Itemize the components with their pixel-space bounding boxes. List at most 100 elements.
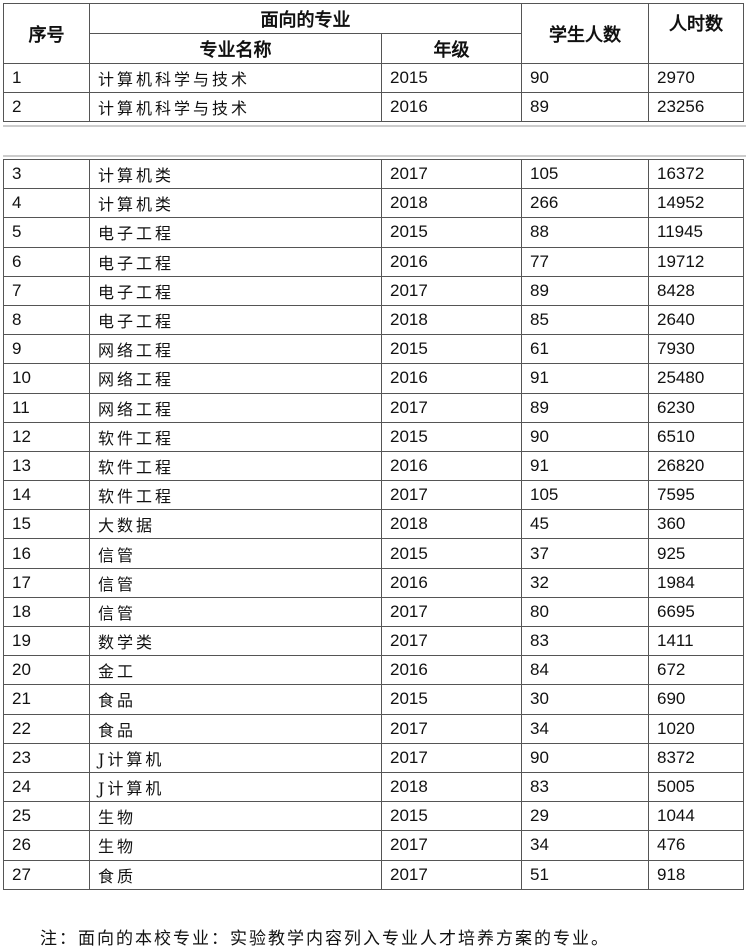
cell-index: 2: [3, 92, 90, 122]
cell-students: 84: [521, 655, 649, 686]
cell-grade: 2017: [381, 275, 522, 306]
cell-hours: 1044: [648, 801, 744, 832]
cell-major-name: 计算机科学与技术: [89, 63, 382, 93]
page-break-line: [3, 155, 746, 157]
cell-students: 83: [521, 625, 649, 657]
cell-hours: 19712: [648, 246, 744, 277]
table-row: 4 计算机类 2018 266 14952: [3, 188, 744, 219]
page-break-line: [3, 125, 746, 127]
table-row: 23 J计算机 2017 90 8372: [3, 742, 744, 773]
cell-index: 16: [3, 538, 90, 569]
cell-students: 34: [521, 830, 649, 861]
table-row: 6 电子工程 2016 77 19712: [3, 246, 744, 277]
cell-index: 8: [3, 304, 90, 336]
cell-index: 7: [3, 275, 90, 306]
table-row: 5 电子工程 2015 88 11945: [3, 217, 744, 248]
cell-index: 10: [3, 363, 90, 394]
cell-major-name: 电子工程: [89, 246, 382, 277]
cell-index: 12: [3, 421, 90, 452]
cell-students: 30: [521, 684, 649, 715]
cell-grade: 2015: [381, 538, 522, 569]
table-row: 24 J计算机 2018 83 5005: [3, 771, 744, 803]
cell-grade: 2018: [381, 188, 522, 219]
cell-grade: 2017: [381, 596, 522, 628]
cell-hours: 360: [648, 509, 744, 540]
cell-major-name: 网络工程: [89, 334, 382, 365]
cell-major-name: 网络工程: [89, 363, 382, 394]
cell-major-name: 信管: [89, 567, 382, 598]
table-row: 16 信管 2015 37 925: [3, 538, 744, 569]
table-row: 12 软件工程 2015 90 6510: [3, 421, 744, 452]
table-row: 8 电子工程 2018 85 2640: [3, 304, 744, 336]
cell-index: 9: [3, 334, 90, 365]
cell-grade: 2018: [381, 771, 522, 803]
cell-grade: 2016: [381, 363, 522, 394]
cell-hours: 8372: [648, 742, 744, 773]
cell-major-name: 计算机类: [89, 158, 382, 190]
cell-students: 77: [521, 246, 649, 277]
cell-hours: 925: [648, 538, 744, 569]
table-row: 21 食品 2015 30 690: [3, 684, 744, 715]
cell-hours: 8428: [648, 275, 744, 306]
cell-hours: 26820: [648, 450, 744, 482]
cell-major-name: 电子工程: [89, 275, 382, 306]
cell-major-name: 食品: [89, 684, 382, 715]
cell-major-name: 软件工程: [89, 480, 382, 511]
table-row: 26 生物 2017 34 476: [3, 830, 744, 861]
cell-hours: 23256: [648, 92, 744, 122]
table-row: 15 大数据 2018 45 360: [3, 509, 744, 540]
table-row: 18 信管 2017 80 6695: [3, 596, 744, 628]
cell-students: 37: [521, 538, 649, 569]
cell-grade: 2017: [381, 158, 522, 190]
cell-students: 85: [521, 304, 649, 336]
table-row: 25 生物 2015 29 1044: [3, 801, 744, 832]
cell-index: 27: [3, 859, 90, 890]
cell-index: 25: [3, 801, 90, 832]
cell-index: 3: [3, 158, 90, 190]
cell-major-name: 食品: [89, 713, 382, 744]
cell-students: 89: [521, 275, 649, 306]
cell-major-name: J计算机: [89, 742, 382, 773]
cell-hours: 6510: [648, 421, 744, 452]
header-major-name: 专业名称: [89, 33, 382, 64]
cell-students: 90: [521, 421, 649, 452]
cell-grade: 2016: [381, 567, 522, 598]
table-row: 14 软件工程 2017 105 7595: [3, 480, 744, 511]
cell-hours: 14952: [648, 188, 744, 219]
cell-major-name: 生物: [89, 830, 382, 861]
cell-hours: 1984: [648, 567, 744, 598]
cell-grade: 2018: [381, 304, 522, 336]
cell-index: 26: [3, 830, 90, 861]
table-note: 注：面向的本校专业：实验教学内容列入专业人才培养方案的专业。: [40, 929, 610, 949]
table-row: 17 信管 2016 32 1984: [3, 567, 744, 598]
cell-grade: 2017: [381, 859, 522, 890]
cell-major-name: 数学类: [89, 625, 382, 657]
table-row: 27 食质 2017 51 918: [3, 859, 744, 890]
cell-index: 22: [3, 713, 90, 744]
cell-index: 13: [3, 450, 90, 482]
cell-major-name: 计算机类: [89, 188, 382, 219]
cell-hours: 2970: [648, 63, 744, 93]
cell-grade: 2015: [381, 801, 522, 832]
cell-students: 89: [521, 92, 649, 122]
majors-table-part-1: 序号 面向的专业 学生人数 人时数 专业名称 年级 1 计算机科学与技术 2015 9…: [3, 3, 744, 122]
cell-hours: 476: [648, 830, 744, 861]
cell-index: 18: [3, 596, 90, 628]
cell-grade: 2015: [381, 334, 522, 365]
cell-index: 23: [3, 742, 90, 773]
table-row: 11 网络工程 2017 89 6230: [3, 392, 744, 423]
cell-major-name: 计算机科学与技术: [89, 92, 382, 122]
cell-major-name: 网络工程: [89, 392, 382, 423]
table-row: 13 软件工程 2016 91 26820: [3, 450, 744, 482]
cell-students: 266: [521, 188, 649, 219]
cell-index: 11: [3, 392, 90, 423]
cell-hours: 7930: [648, 334, 744, 365]
table-row: 20 金工 2016 84 672: [3, 655, 744, 686]
cell-index: 1: [3, 63, 90, 93]
cell-index: 6: [3, 246, 90, 277]
cell-grade: 2016: [381, 246, 522, 277]
cell-students: 83: [521, 771, 649, 803]
cell-hours: 672: [648, 655, 744, 686]
cell-major-name: 大数据: [89, 509, 382, 540]
cell-index: 4: [3, 188, 90, 219]
